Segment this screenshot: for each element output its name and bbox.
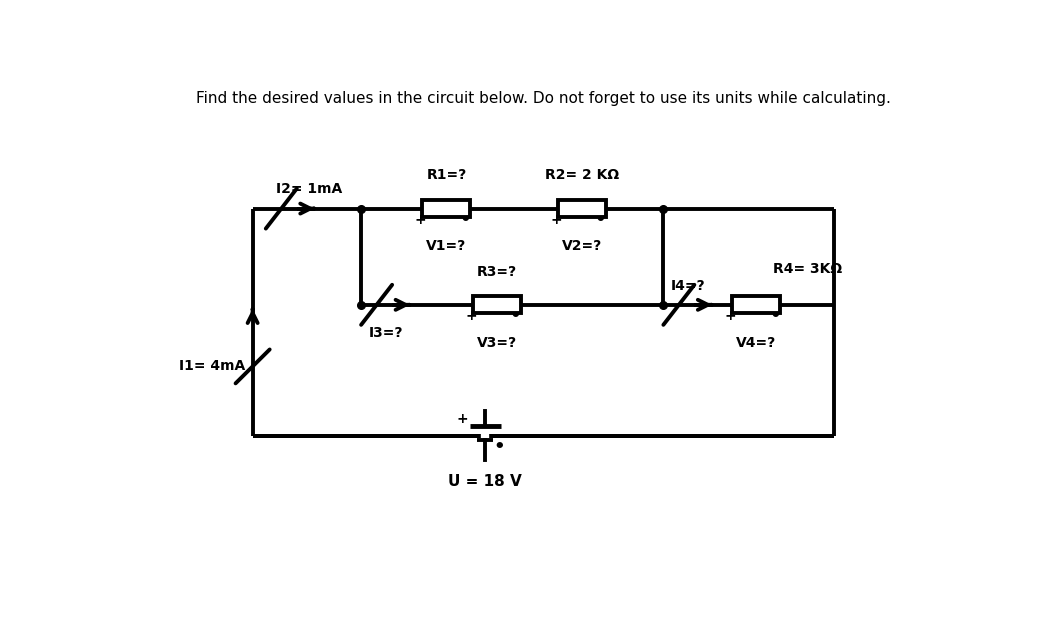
Text: +: + [465, 310, 477, 323]
Text: •: • [510, 307, 522, 325]
Text: V1=?: V1=? [426, 239, 466, 253]
Text: R2= 2 KΩ: R2= 2 KΩ [545, 168, 619, 182]
Text: R1=?: R1=? [426, 168, 466, 182]
Text: R3=?: R3=? [477, 264, 517, 279]
Text: I1= 4mA: I1= 4mA [179, 359, 245, 374]
Text: I2= 1mA: I2= 1mA [276, 182, 342, 196]
Text: Find the desired values in the circuit below. Do not forget to use its units whi: Find the desired values in the circuit b… [196, 91, 890, 106]
Bar [732, 296, 780, 313]
Text: V2=?: V2=? [562, 239, 602, 253]
Text: U = 18 V: U = 18 V [448, 474, 522, 489]
Text: •: • [493, 438, 505, 457]
Bar [422, 200, 471, 217]
Text: +: + [725, 310, 737, 323]
Bar [558, 200, 606, 217]
Text: V4=?: V4=? [737, 335, 777, 350]
Text: V3=?: V3=? [477, 335, 517, 350]
Text: •: • [770, 307, 781, 325]
Text: •: • [595, 211, 606, 229]
Text: •: • [459, 211, 471, 229]
Bar [473, 296, 520, 313]
Text: I4=?: I4=? [671, 278, 706, 293]
Text: +: + [550, 213, 562, 227]
Text: I3=?: I3=? [369, 327, 404, 340]
Text: R4= 3KΩ: R4= 3KΩ [774, 261, 843, 276]
Text: +: + [414, 213, 426, 227]
Text: +: + [456, 412, 467, 426]
